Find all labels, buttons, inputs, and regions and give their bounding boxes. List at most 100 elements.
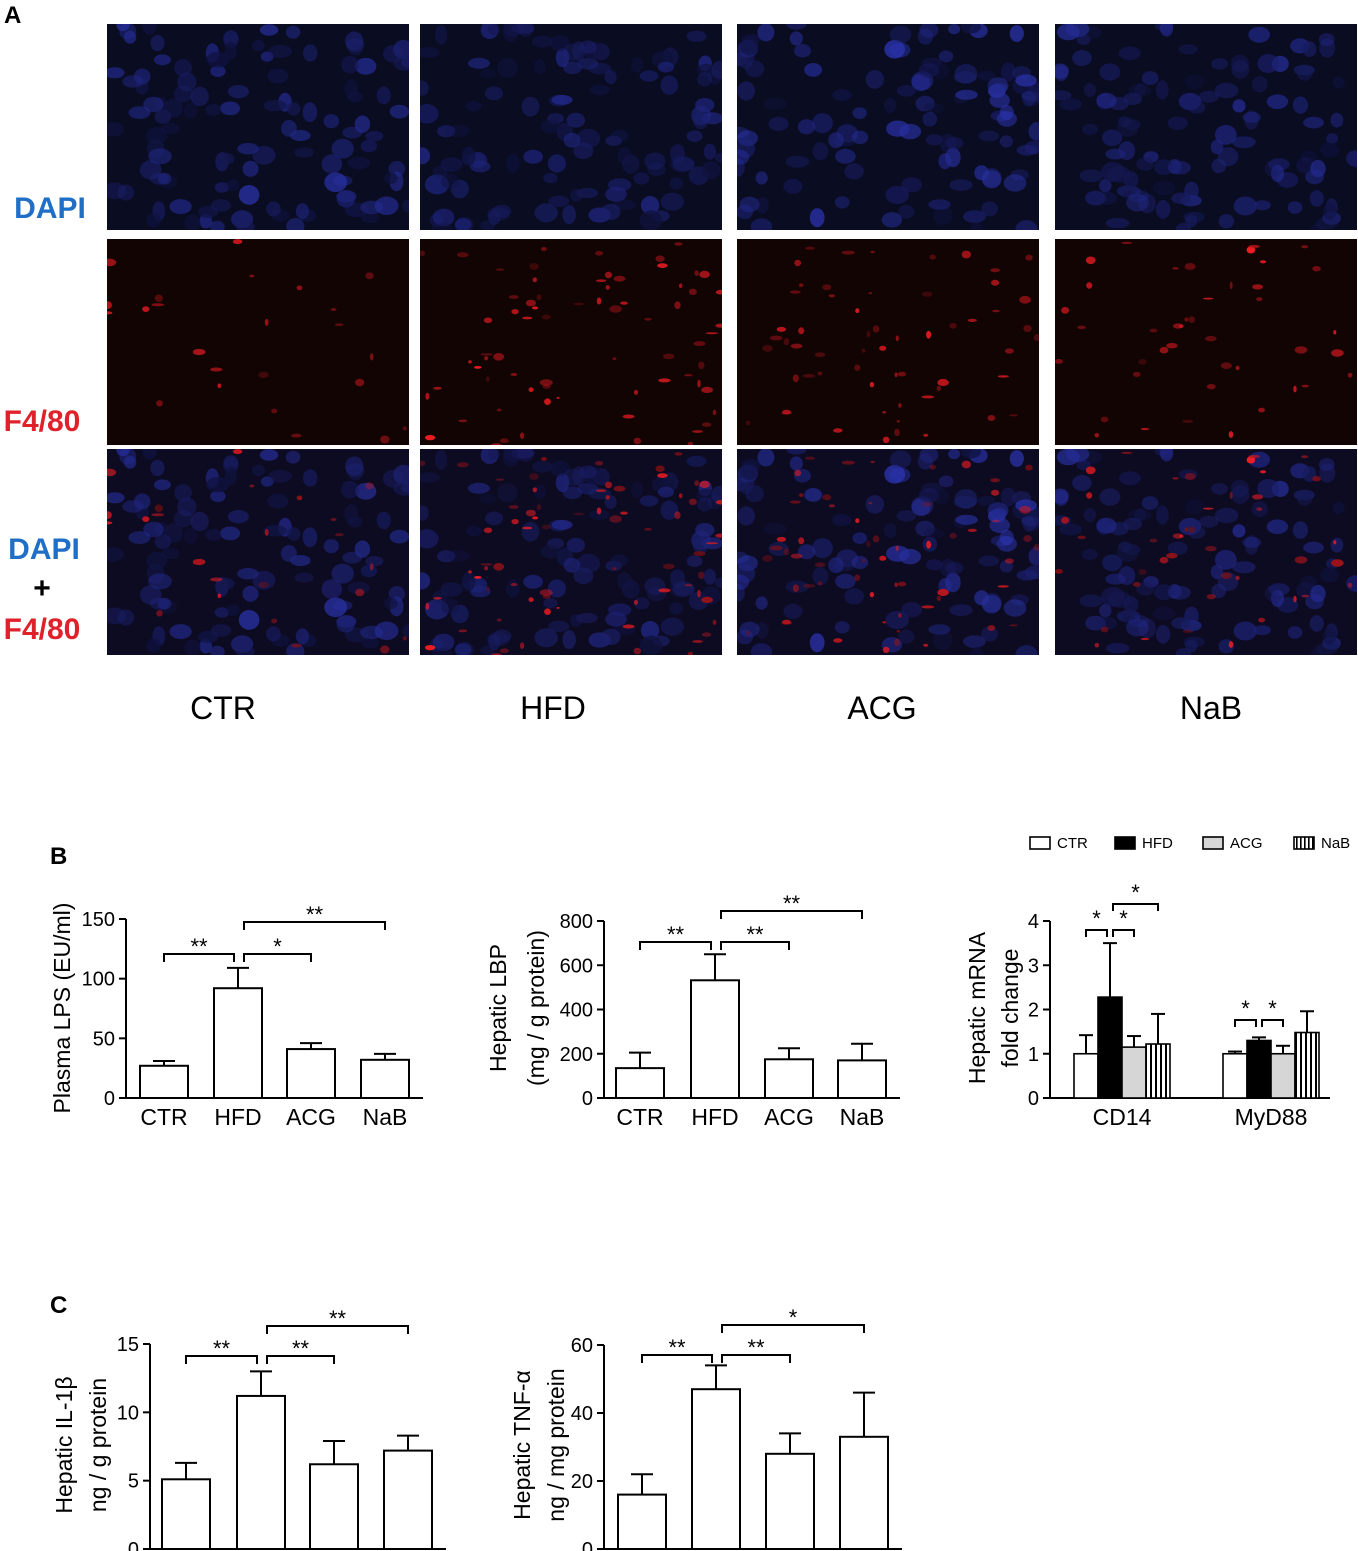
bar-ctr [615,1067,665,1099]
significance-label: ** [667,922,685,947]
micrograph-merge-hfd [420,449,722,655]
significance-label: ** [747,1335,765,1360]
y-axis-label-line2: ng / mg protein [543,1368,569,1521]
micrograph-merge-ctr [107,449,409,655]
bar-cd14-acg [1121,1046,1147,1099]
significance-label: ** [190,934,208,959]
significance-bracket [243,921,386,930]
x-tick-label-nab: NaB [363,1104,408,1130]
column-label-nab: NaB [1179,690,1243,726]
y-tick-label: 10 [117,1402,139,1424]
chart-lbp: 0 200 400 600 800 CTR HFD ACG NaB ** ** ** Hepatic L… [485,891,900,1130]
micrograph-f480-ctr [107,239,409,445]
y-tick-label: 5 [128,1471,139,1493]
x-tick-label-hfd: HFD [214,1104,261,1130]
significance-bracket [266,1325,409,1334]
bar-nab [383,1449,433,1550]
x-tick-label-ctr: CTR [140,1104,187,1130]
x-tick-label-myd88: MyD88 [1235,1104,1308,1130]
significance-label: ** [292,1336,310,1361]
row-label-merge-f480: F4/80 [3,613,81,646]
micrograph-dapi-nab [1055,24,1357,230]
bar-hfd [690,979,740,1099]
y-tick-label: 4 [1028,911,1039,933]
bar-nab [837,1059,887,1099]
x-tick-label-acg: ACG [286,1104,336,1130]
y-axis-label-line2: fold change [997,949,1023,1068]
bar-ctr [161,1478,211,1551]
y-tick-label: 100 [82,969,115,991]
bar-myd88-nab [1294,1031,1320,1099]
bar-acg [286,1048,336,1100]
y-tick-label: 150 [82,909,115,931]
y-tick-label: 50 [93,1028,115,1050]
x-tick-label-cd14: CD14 [1093,1104,1152,1130]
bar-hfd [213,987,263,1099]
micrograph-f480-nab [1055,239,1357,445]
panel-letter-b: B [50,843,68,870]
significance-label: ** [213,1336,231,1361]
row-label-merge-dapi: DAPI [8,533,80,566]
y-tick-label: 40 [571,1403,593,1425]
significance-label: ** [306,902,324,927]
legend-label-acg: ACG [1230,835,1263,852]
x-tick-label-hfd: HFD [691,1104,738,1130]
micrograph-merge-nab [1055,449,1357,655]
legend-swatch-ctr [1029,836,1051,850]
significance-bracket [266,1355,335,1364]
bar-nab [839,1435,889,1551]
significance-bracket [1261,1019,1284,1027]
micrograph-dapi-hfd [420,24,722,230]
bar-acg [309,1463,359,1551]
x-tick-label-ctr: CTR [616,1104,663,1130]
column-label-hfd: HFD [520,690,586,726]
y-tick-label: 400 [560,1000,593,1022]
bar-myd88-hfd [1246,1039,1272,1099]
micrograph-merge-acg [737,449,1039,655]
significance-label: ** [329,1306,347,1331]
y-axis-label-line1: Hepatic TNF-α [509,1370,535,1520]
y-tick-label: 0 [1028,1088,1039,1110]
significance-bracket [641,1354,713,1363]
significance-bracket [163,953,235,962]
significance-label: * [1131,880,1140,905]
y-tick-label: 200 [560,1044,593,1066]
legend-swatch-hfd [1114,836,1136,850]
significance-bracket [1234,1019,1257,1027]
y-axis-label-line2: ng / g protein [85,1378,111,1512]
row-label-f480: F4/80 [3,405,81,438]
significance-bracket [1112,903,1159,911]
y-axis-label-line1: Hepatic IL-1β [51,1376,77,1513]
bar-ctr [139,1064,189,1100]
significance-bracket [721,1324,865,1333]
micrograph-f480-hfd [420,239,722,445]
y-tick-label: 60 [571,1335,593,1357]
bar-nab [360,1058,410,1100]
bar-cd14-ctr [1073,1052,1099,1099]
y-tick-label: 0 [582,1539,593,1551]
y-tick-label: 1 [1028,1044,1039,1066]
significance-label: * [1241,996,1250,1021]
significance-bracket [185,1355,258,1364]
bar-acg [765,1452,815,1551]
bar-myd88-ctr [1222,1052,1248,1099]
bar-ctr [617,1493,667,1550]
bar-cd14-hfd [1097,996,1123,1099]
bar-hfd [691,1388,741,1550]
significance-bracket [243,953,312,962]
significance-label: ** [783,891,801,916]
chart-tnfa: 0204060CTRHFDACGNaB*****Hepatic TNF-αng … [509,1305,902,1551]
column-label-acg: ACG [847,690,917,726]
significance-label: ** [746,922,764,947]
micrograph-dapi-acg [737,24,1039,230]
significance-bracket [720,910,863,919]
y-axis-label-line1: Hepatic LBP [485,944,511,1072]
legend-swatch-nab [1293,836,1315,850]
panel-letter-a: A [4,2,22,29]
micrograph-f480-acg [737,239,1039,445]
y-axis-label-line1: Hepatic mRNA [964,931,990,1084]
x-tick-label-acg: ACG [764,1104,814,1130]
